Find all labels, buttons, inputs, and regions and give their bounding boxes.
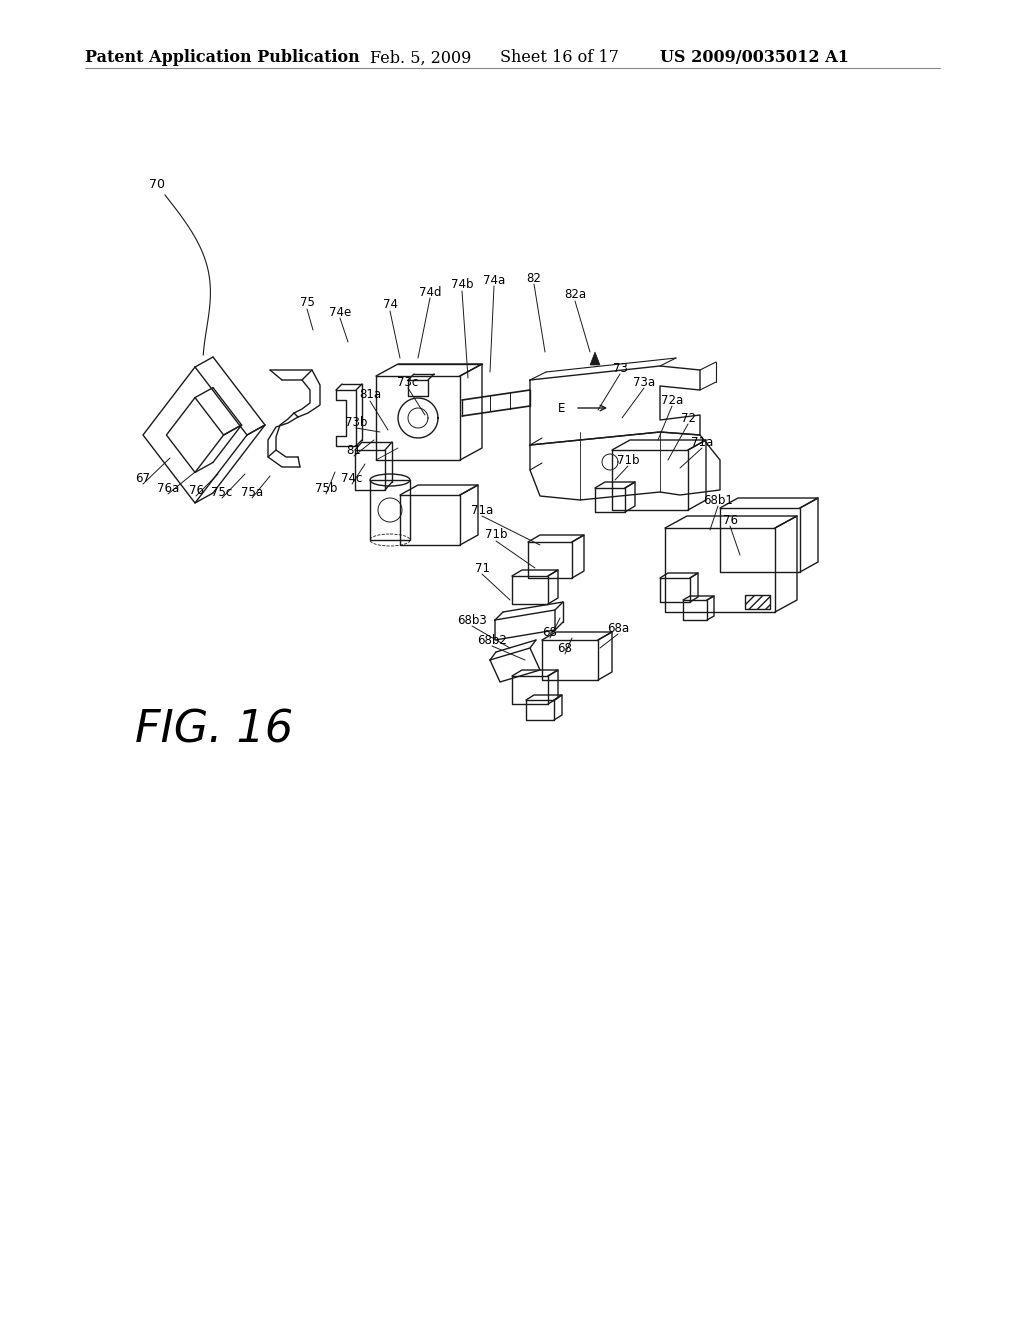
Text: 82: 82 bbox=[526, 272, 542, 285]
Text: 68: 68 bbox=[557, 642, 572, 655]
Text: Feb. 5, 2009: Feb. 5, 2009 bbox=[370, 49, 471, 66]
Bar bbox=[745, 595, 770, 609]
Text: 73c: 73c bbox=[397, 375, 419, 388]
Text: 73b: 73b bbox=[345, 416, 368, 429]
Text: 74b: 74b bbox=[451, 279, 473, 292]
Text: 75b: 75b bbox=[314, 482, 337, 495]
Text: 73a: 73a bbox=[633, 375, 655, 388]
Text: 73: 73 bbox=[612, 362, 628, 375]
Polygon shape bbox=[590, 352, 600, 366]
Text: US 2009/0035012 A1: US 2009/0035012 A1 bbox=[660, 49, 849, 66]
Text: 76a: 76a bbox=[157, 482, 179, 495]
Text: 74d: 74d bbox=[419, 285, 441, 298]
Text: 68b3: 68b3 bbox=[457, 614, 486, 627]
Text: 76: 76 bbox=[723, 513, 737, 527]
Text: 68a: 68a bbox=[607, 622, 629, 635]
Text: 72: 72 bbox=[681, 412, 695, 425]
Text: 67: 67 bbox=[135, 471, 151, 484]
Text: 71: 71 bbox=[474, 561, 489, 574]
Text: 70: 70 bbox=[150, 178, 165, 191]
Text: 74: 74 bbox=[383, 298, 397, 312]
Text: 81a: 81a bbox=[359, 388, 381, 401]
Text: Patent Application Publication: Patent Application Publication bbox=[85, 49, 359, 66]
Text: 74c: 74c bbox=[341, 471, 362, 484]
Text: Sheet 16 of 17: Sheet 16 of 17 bbox=[500, 49, 618, 66]
Text: E: E bbox=[558, 401, 565, 414]
Text: 71a: 71a bbox=[471, 503, 494, 516]
Text: 71b: 71b bbox=[616, 454, 639, 466]
Text: 76: 76 bbox=[188, 483, 204, 496]
Text: 75a: 75a bbox=[241, 486, 263, 499]
Text: 71b: 71b bbox=[484, 528, 507, 541]
Text: 75c: 75c bbox=[211, 486, 232, 499]
Text: 72a: 72a bbox=[660, 393, 683, 407]
Text: 68: 68 bbox=[543, 626, 557, 639]
Text: 68b2: 68b2 bbox=[477, 634, 507, 647]
Text: 68b1: 68b1 bbox=[703, 494, 733, 507]
Text: 74e: 74e bbox=[329, 305, 351, 318]
Text: FIG. 16: FIG. 16 bbox=[135, 709, 293, 751]
Text: 82a: 82a bbox=[564, 289, 586, 301]
Text: 74a: 74a bbox=[483, 273, 505, 286]
Text: 81: 81 bbox=[346, 444, 361, 457]
Text: 75: 75 bbox=[300, 297, 314, 309]
Text: 71a: 71a bbox=[691, 436, 713, 449]
